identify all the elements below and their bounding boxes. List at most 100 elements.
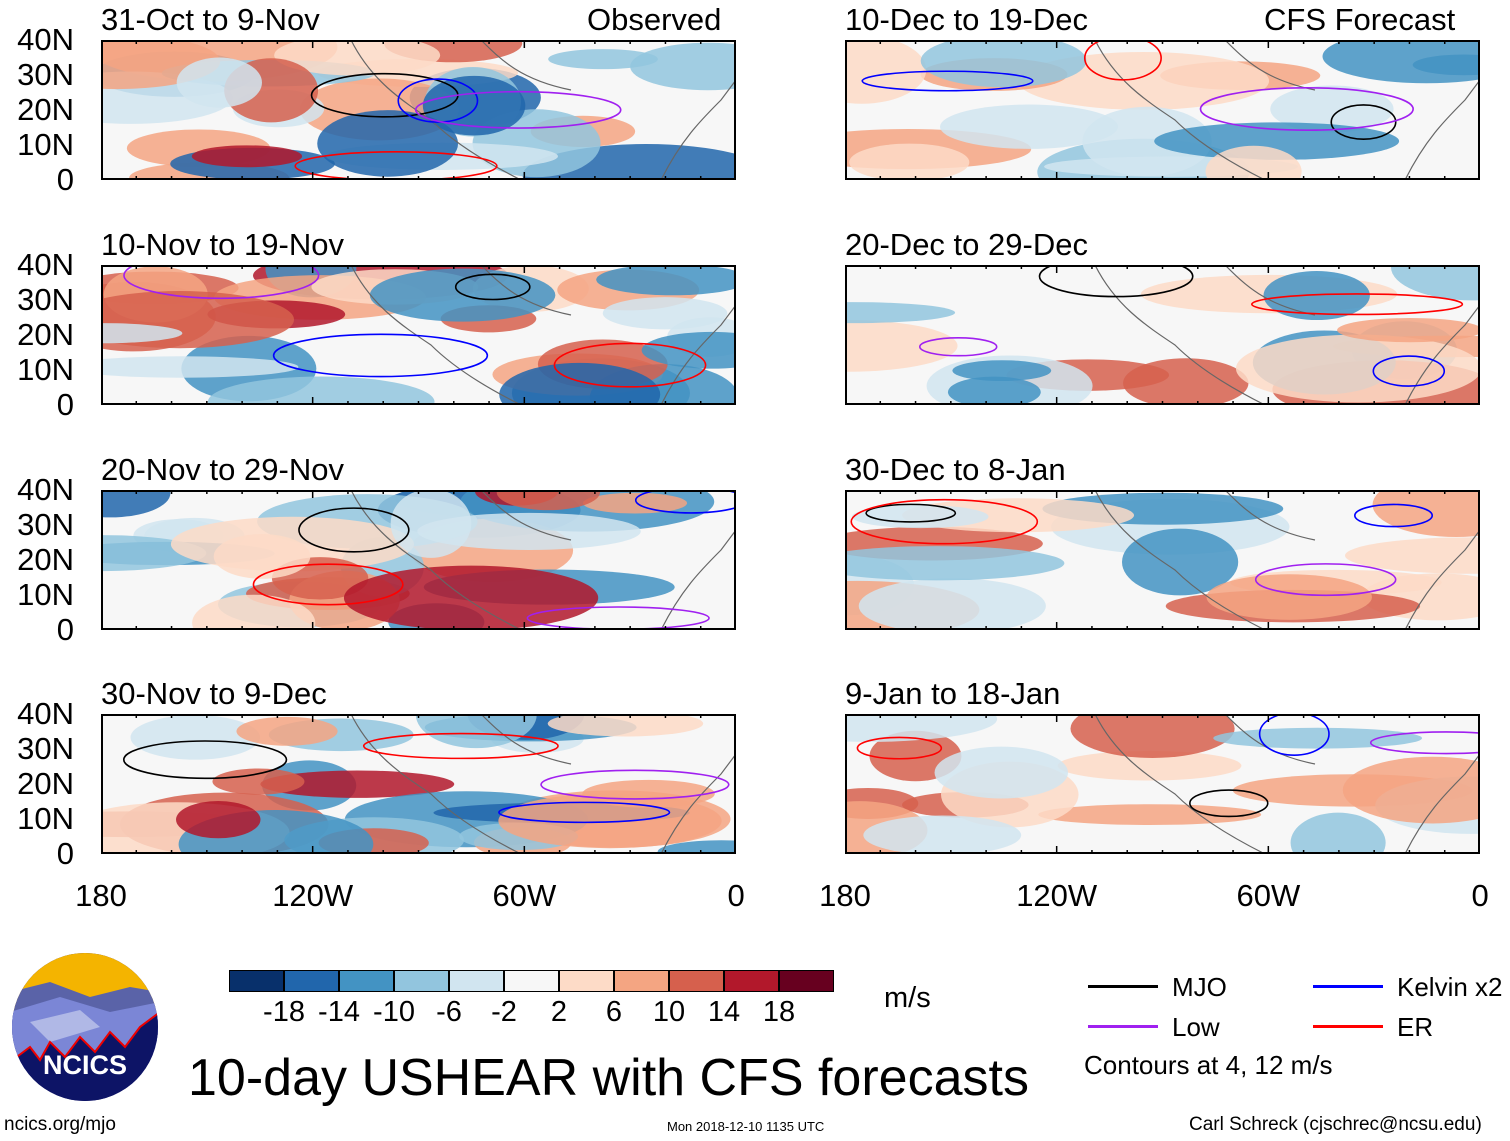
wave-contour	[1083, 40, 1162, 81]
wave-contour	[553, 342, 707, 388]
shear-anomaly-region	[863, 815, 1022, 854]
wave-contour	[1354, 503, 1434, 528]
map-panel	[101, 40, 736, 180]
shear-anomaly-region	[1322, 40, 1480, 84]
wave-contour	[252, 563, 404, 606]
panel-title: 10-Dec to 19-Dec	[845, 2, 1088, 37]
shear-anomaly-region	[274, 40, 441, 76]
colorbar-swatch	[504, 970, 559, 992]
colorbar-label: -10	[373, 996, 415, 1028]
y-tick-label: 0	[56, 612, 74, 647]
x-tick-label: 180	[819, 878, 871, 913]
shear-anomaly-region	[845, 714, 998, 742]
colorbar-swatch	[284, 970, 339, 992]
wave-contour	[397, 78, 479, 123]
colorbar-swatch	[449, 970, 504, 992]
shear-anomaly-region	[1121, 528, 1239, 596]
shear-anomaly-region	[101, 323, 183, 344]
colorbar-swatch	[559, 970, 614, 992]
panel-title: 30-Nov to 9-Dec	[101, 676, 327, 711]
x-tick-label: 60W	[1236, 878, 1301, 913]
shear-anomaly-region	[641, 331, 736, 369]
y-tick-label: 10N	[17, 352, 74, 387]
shear-anomaly-region	[130, 715, 261, 760]
shear-anomaly-region	[260, 770, 455, 798]
observed-label: Observed	[587, 2, 722, 37]
shear-anomaly-region	[101, 356, 299, 378]
shear-anomaly-region	[920, 40, 1087, 88]
shear-anomaly-region	[1205, 145, 1302, 180]
shear-anomaly-region	[1270, 85, 1394, 133]
wave-contour	[1330, 104, 1397, 141]
shear-anomaly-region	[596, 265, 736, 296]
shear-anomaly-region	[858, 578, 1046, 630]
panel-title: 30-Dec to 8-Jan	[845, 452, 1066, 487]
panel-title: 20-Dec to 29-Dec	[845, 227, 1088, 262]
shear-anomaly-region	[101, 490, 171, 518]
shear-anomaly-region	[952, 360, 1052, 382]
shear-anomaly-region	[317, 110, 459, 177]
colorbar-swatch	[669, 970, 724, 992]
wave-contour	[856, 736, 943, 760]
y-tick-label: 0	[56, 387, 74, 422]
y-tick-label: 30N	[17, 57, 74, 92]
legend-line	[1313, 985, 1383, 988]
legend-label: ER	[1397, 1012, 1434, 1042]
footer-url[interactable]: ncics.org/mjo	[4, 1114, 116, 1135]
wave-contour	[1372, 355, 1446, 387]
shear-anomaly-region	[845, 319, 958, 372]
shear-anomaly-region	[176, 57, 262, 108]
shear-anomaly-region	[192, 594, 316, 630]
coastline	[1094, 40, 1480, 180]
shear-anomaly-region	[191, 145, 303, 168]
colorbar-label: 10	[652, 996, 686, 1028]
y-tick-label: 40N	[17, 22, 74, 57]
x-tick-label: 120W	[272, 878, 354, 913]
shear-anomaly-region	[1213, 727, 1423, 749]
shear-anomaly-region	[849, 143, 970, 180]
shear-anomaly-region	[213, 534, 311, 579]
wave-contour	[294, 151, 498, 180]
shear-anomaly-region	[1263, 270, 1370, 321]
panel-title: 9-Jan to 18-Jan	[845, 676, 1061, 711]
shear-anomaly-region	[207, 376, 435, 405]
colorbar-swatch	[229, 970, 284, 992]
colorbar-swatch	[779, 970, 834, 992]
wave-contour	[123, 265, 320, 300]
wave-contour	[850, 498, 1039, 545]
colorbar-label: 14	[707, 996, 741, 1028]
shear-anomaly-region	[1123, 358, 1249, 405]
shear-anomaly-region	[496, 490, 601, 511]
panel-title: 20-Nov to 29-Nov	[101, 452, 344, 487]
wave-contour	[540, 769, 730, 800]
shear-anomaly-region	[1290, 812, 1386, 854]
colorbar-label: -6	[436, 996, 462, 1028]
wave-contour	[1369, 731, 1480, 755]
shear-anomaly-region	[176, 801, 261, 839]
wave-contour	[298, 507, 410, 553]
wave-contour	[1189, 789, 1269, 818]
x-tick-label: 0	[1471, 878, 1489, 913]
legend-line	[1088, 1025, 1158, 1028]
coastline	[350, 490, 736, 630]
shear-anomaly-region	[1342, 756, 1480, 824]
panel-title: 31-Oct to 9-Nov	[101, 2, 320, 37]
colorbar-label: 6	[605, 996, 623, 1028]
y-tick-label: 10N	[17, 577, 74, 612]
map-panel	[845, 714, 1480, 854]
wave-contour	[498, 801, 671, 824]
shear-anomaly-region	[499, 362, 661, 405]
wave-contour	[122, 740, 288, 780]
figure-title: 10-day USHEAR with CFS forecasts	[188, 1049, 1029, 1107]
colorbar-label: -2	[491, 996, 517, 1028]
x-tick-label: 180	[75, 878, 127, 913]
coastline	[1094, 714, 1480, 854]
shear-anomaly-region	[498, 793, 722, 849]
shear-anomaly-region	[934, 746, 1069, 799]
map-panel	[845, 40, 1480, 180]
contour-note: Contours at 4, 12 m/s	[1084, 1050, 1333, 1080]
shear-anomaly-region	[1070, 714, 1235, 758]
shear-anomaly-region	[845, 546, 1065, 581]
footer-credit: Carl Schreck (cjschrec@ncsu.edu)	[1189, 1114, 1482, 1135]
shear-anomaly-region	[940, 104, 1119, 149]
